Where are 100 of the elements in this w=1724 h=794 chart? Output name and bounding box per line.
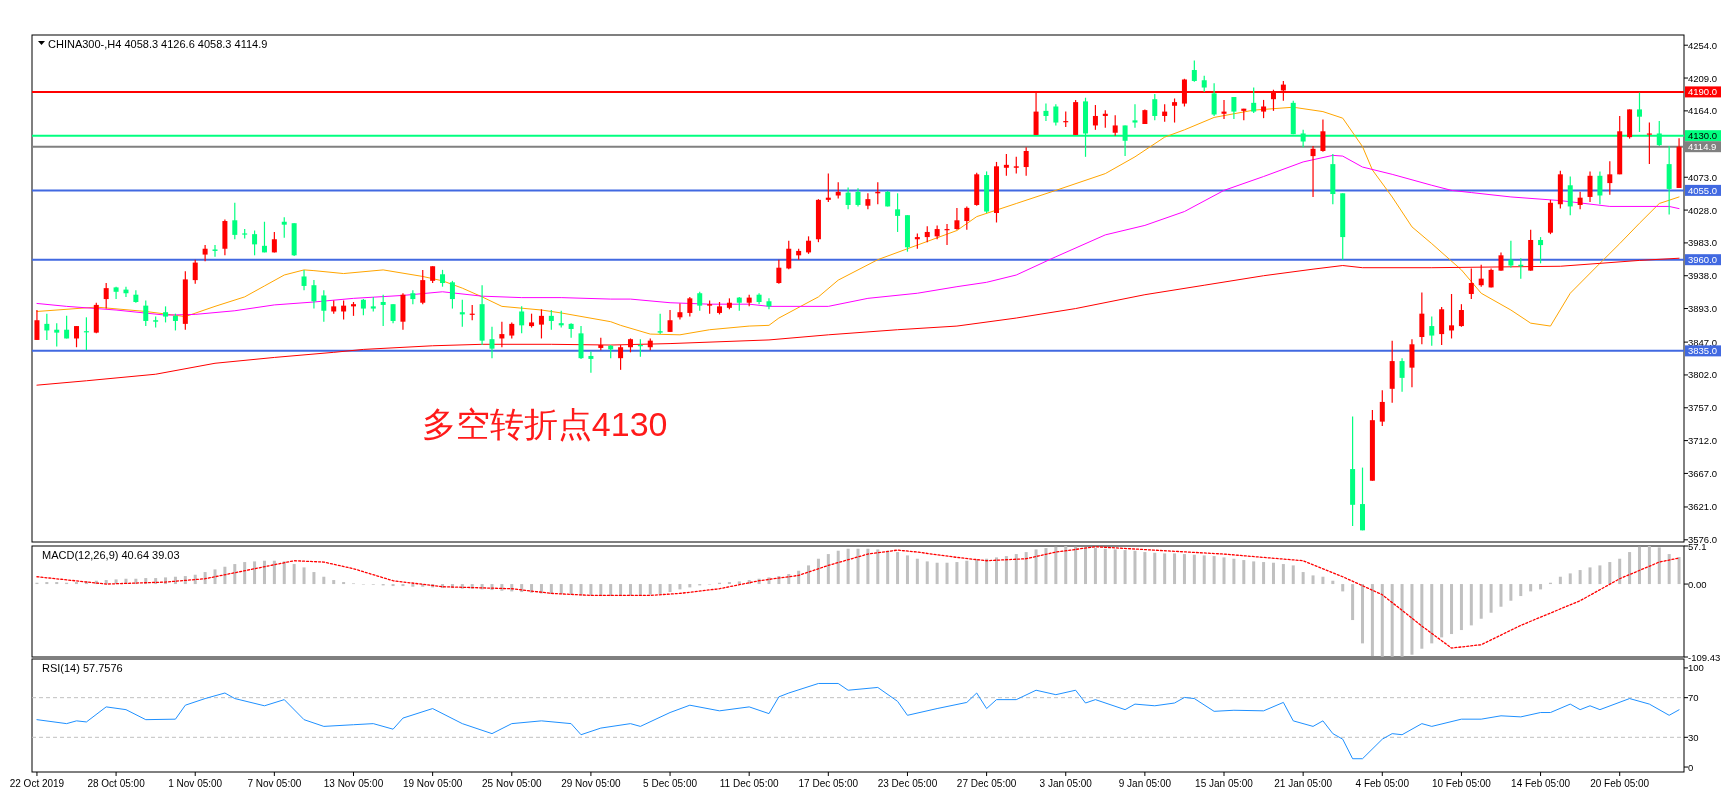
candlestick (301, 269, 307, 291)
candlestick (1261, 99, 1267, 119)
candlestick (232, 202, 238, 240)
candlestick (548, 309, 554, 331)
bar (648, 584, 652, 595)
bar (1252, 561, 1256, 585)
bar (1242, 560, 1246, 585)
bar (302, 567, 306, 585)
ref-line-label: 4130.0 (1688, 130, 1718, 142)
candlestick (1458, 303, 1464, 328)
candlestick (1231, 96, 1237, 120)
candlestick (420, 269, 426, 305)
x-tick-label: 20 Feb 05:00 (1590, 778, 1650, 789)
candlestick (568, 322, 574, 339)
y-tick-label: 0 (1688, 761, 1694, 773)
bar (619, 584, 623, 597)
bar (1311, 575, 1315, 585)
bar (1370, 584, 1374, 657)
candlestick (1449, 293, 1455, 340)
x-tick-label: 17 Dec 05:00 (798, 778, 859, 789)
candlestick (459, 299, 465, 328)
candlestick (1132, 103, 1138, 129)
bar (1321, 576, 1325, 585)
candlestick (380, 294, 386, 327)
bar (1489, 584, 1493, 613)
bar (1182, 554, 1186, 585)
x-tick-label: 1 Nov 05:00 (168, 778, 223, 789)
candlestick (1112, 114, 1118, 137)
candlestick (192, 259, 198, 285)
x-tick-label: 13 Nov 05:00 (323, 778, 384, 789)
bar (1558, 576, 1562, 585)
bar (1450, 584, 1454, 635)
bar (1173, 553, 1177, 585)
bar (589, 584, 593, 596)
bar (282, 561, 286, 585)
bar (213, 569, 217, 585)
bar (1459, 584, 1463, 631)
bar (223, 566, 227, 585)
x-tick-label: 23 Dec 05:00 (877, 778, 938, 789)
x-tick-label: 21 Jan 05:00 (1274, 778, 1333, 789)
bar (1361, 584, 1364, 644)
candlestick (74, 325, 80, 348)
bar (1133, 550, 1137, 585)
bar (846, 548, 850, 585)
y-tick-label: 3802.0 (1688, 369, 1718, 381)
bar (1677, 556, 1681, 585)
candlestick (1023, 146, 1029, 177)
x-tick-label: 25 Nov 05:00 (482, 778, 542, 789)
y-tick-label: 3712.0 (1688, 435, 1718, 447)
bar (1123, 550, 1127, 585)
ref-line-label: 4190.0 (1688, 86, 1718, 98)
candlestick (677, 302, 683, 321)
bar (836, 550, 840, 585)
x-tick-label: 29 Nov 05:00 (561, 778, 622, 789)
candlestick (1399, 357, 1405, 393)
candlestick (895, 192, 901, 233)
bar (975, 559, 979, 585)
candlestick (588, 351, 594, 374)
chart-title: RSI(14) 57.7576 (42, 662, 123, 674)
bar (1420, 584, 1424, 649)
x-tick-label: 27 Dec 05:00 (956, 778, 1017, 789)
x-tick-label: 3 Jan 05:00 (1039, 778, 1093, 789)
candlestick (1538, 236, 1544, 264)
y-tick-label: -109.43 (1688, 651, 1721, 663)
candlestick (1409, 338, 1415, 388)
x-tick-label: 9 Jan 05:00 (1118, 778, 1172, 789)
candlestick (1577, 191, 1583, 210)
candlestick (281, 216, 287, 239)
candlestick (1251, 86, 1257, 114)
bar (1499, 584, 1503, 607)
bar (253, 561, 257, 585)
bar (1074, 546, 1078, 585)
candlestick (1053, 103, 1059, 127)
bar (599, 584, 603, 597)
bar (1430, 584, 1434, 644)
bar (1093, 548, 1097, 585)
y-tick-label: 3621.0 (1688, 501, 1718, 513)
candlestick (212, 244, 218, 258)
candlestick (202, 244, 208, 262)
candlestick (538, 308, 544, 340)
bar (1044, 548, 1048, 585)
candlestick (1636, 92, 1642, 133)
candlestick (1211, 82, 1217, 117)
candlestick (113, 286, 119, 300)
bar (391, 584, 395, 587)
y-tick-label: 70 (1688, 692, 1699, 704)
bar (965, 560, 969, 585)
candlestick (687, 296, 693, 318)
bar (1351, 584, 1355, 621)
bar (75, 582, 79, 585)
bar (1054, 546, 1058, 585)
candlestick (321, 289, 327, 323)
candlestick (410, 289, 416, 305)
bar (1202, 555, 1206, 585)
candlestick (449, 280, 455, 310)
bar (1291, 565, 1295, 585)
bar (816, 558, 820, 585)
bar (1192, 554, 1196, 585)
bar (500, 584, 504, 591)
bar (1647, 546, 1651, 585)
